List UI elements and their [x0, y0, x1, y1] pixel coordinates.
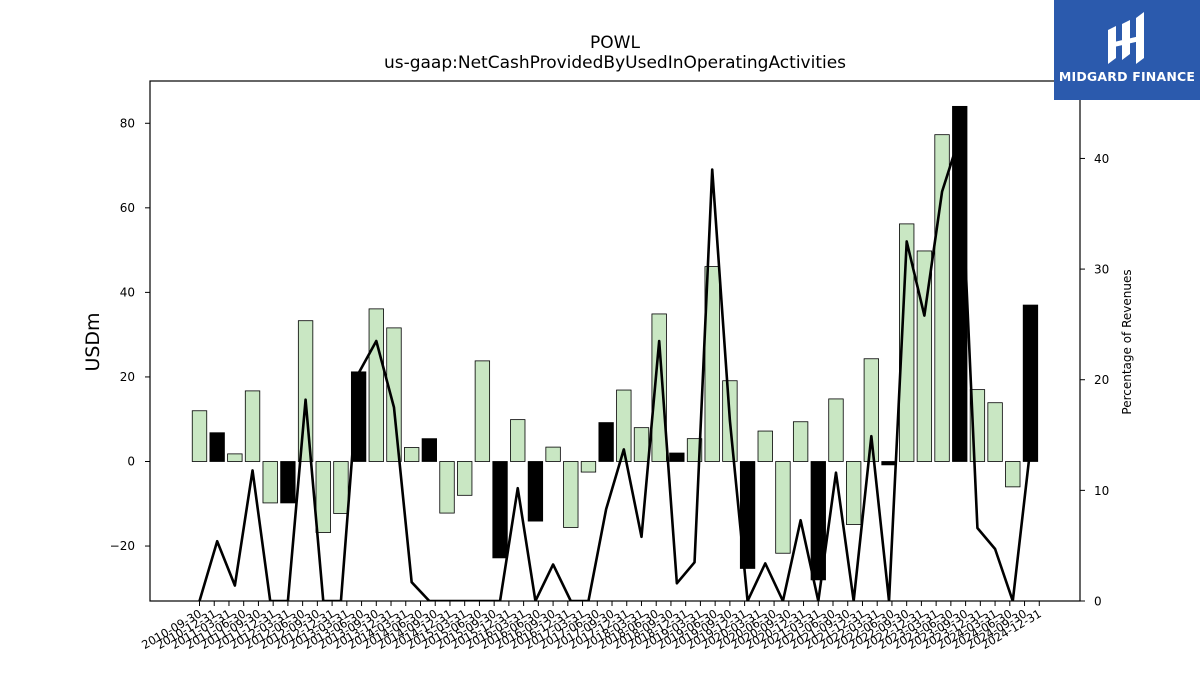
- bar-2016-09-30: [616, 389, 632, 462]
- x-axis: 2010-09-302010-12-312011-03-312011-06-30…: [139, 601, 1044, 652]
- chart-subtitle-text: us-gaap:NetCashProvidedByUsedInOperating…: [384, 53, 846, 73]
- pct-revenue-line: [198, 135, 1032, 601]
- y-left-tick-label: 80: [120, 116, 135, 130]
- bar-2021-12-31: [987, 402, 1003, 462]
- y-left-tick-label: 40: [120, 285, 135, 299]
- bar-2014-09-30: [474, 360, 491, 462]
- y-axis-left: −20 0 20 40 60 80: [110, 116, 150, 553]
- bar-2012-09-30: [333, 461, 349, 514]
- bar-2013-12-31: [421, 438, 437, 462]
- bar-2015-12-31: [563, 461, 579, 528]
- y-right-tick-label: 10: [1094, 484, 1109, 498]
- bar-2019-12-31: [846, 461, 862, 525]
- bar-2021-03-31: [934, 134, 950, 462]
- plot-area: −20 0 20 40 60 80 0 10 20 30 40 2010-09-302010-12-3…: [110, 80, 1109, 652]
- bar-2015-09-30: [545, 446, 561, 462]
- bar-2022-03-31: [1005, 461, 1021, 488]
- bar-series: [191, 105, 1039, 581]
- y-axis-right-label: Percentage of Revenues: [1120, 269, 1134, 414]
- bar-2013-09-30: [404, 447, 420, 462]
- logo-mark-icon: [1108, 12, 1144, 64]
- bar-2011-12-31: [280, 461, 296, 504]
- bar-2016-06-30: [598, 422, 614, 462]
- chart-title-text: POWL: [590, 33, 640, 53]
- bar-2011-03-31: [227, 453, 243, 462]
- bar-2017-06-30: [669, 452, 685, 462]
- y-right-tick-label: 40: [1094, 152, 1109, 166]
- bar-2018-12-31: [775, 461, 791, 554]
- bar-2015-06-30: [527, 461, 544, 522]
- bar-2014-06-30: [457, 461, 473, 496]
- bar-2019-09-30: [828, 398, 844, 462]
- y-axis-right: 0 10 20 30 40: [1080, 152, 1109, 609]
- bar-2010-12-31: [209, 432, 225, 462]
- bar-2017-12-31: [704, 266, 720, 462]
- bar-2016-03-31: [580, 461, 597, 473]
- bar-2010-09-30: [191, 410, 208, 462]
- bar-2020-06-30: [881, 461, 897, 466]
- bar-2011-09-30: [262, 461, 278, 504]
- bar-2019-03-31: [792, 421, 809, 462]
- midgard-finance-logo: MIDGARD FINANCE: [1054, 0, 1200, 100]
- bar-2020-09-30: [899, 223, 915, 462]
- bar-2014-12-31: [492, 461, 508, 559]
- y-axis-left-label: USDm: [82, 312, 104, 371]
- bar-2013-06-30: [386, 327, 402, 462]
- y-left-tick-label: 60: [120, 201, 135, 215]
- bar-2015-03-31: [510, 419, 526, 462]
- bar-2012-03-31: [297, 320, 314, 462]
- y-left-tick-label: 20: [120, 370, 135, 384]
- y-right-tick-label: 0: [1094, 595, 1102, 609]
- y-left-tick-label: −20: [110, 539, 135, 553]
- bar-2018-09-30: [757, 430, 773, 462]
- bar-2013-03-31: [368, 308, 384, 462]
- y-right-tick-label: 30: [1094, 263, 1109, 277]
- bar-2020-03-31: [863, 358, 879, 462]
- y-right-tick-label: 20: [1094, 373, 1109, 387]
- chart-title: POWL us-gaap:NetCashProvidedByUsedInOper…: [384, 33, 846, 73]
- logo-text: MIDGARD FINANCE: [1058, 69, 1196, 84]
- y-left-tick-label: 0: [127, 454, 135, 468]
- bar-2016-12-31: [633, 427, 650, 462]
- bar-2017-03-31: [651, 313, 667, 462]
- bar-2019-06-30: [810, 461, 826, 581]
- bar-2012-06-30: [315, 461, 331, 533]
- bar-2022-06-30: [1022, 304, 1039, 462]
- bar-2011-06-30: [244, 390, 261, 462]
- bar-2014-03-31: [439, 461, 455, 514]
- plot-frame: [149, 80, 1081, 602]
